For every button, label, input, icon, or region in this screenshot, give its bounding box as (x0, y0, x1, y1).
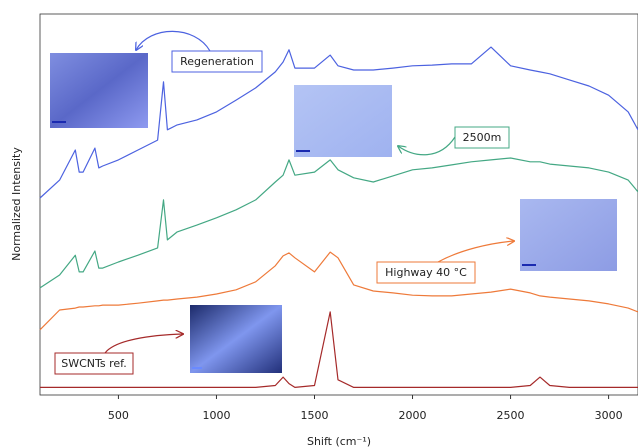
x-axis-label: Shift (cm⁻¹) (307, 435, 371, 448)
x-tick-label: 1000 (202, 409, 230, 422)
spectrum-line (39, 251, 638, 331)
x-tick-label: 2500 (497, 409, 525, 422)
spectrum-line (39, 46, 638, 199)
inset-image (520, 199, 617, 271)
x-tick-label: 1500 (300, 409, 328, 422)
inset-image (50, 53, 148, 128)
arrow (104, 334, 183, 354)
annotation-label: SWCNTs ref. (61, 357, 127, 370)
spectrum-line (40, 311, 638, 388)
x-tick-label: 3000 (595, 409, 623, 422)
insets (50, 53, 617, 373)
annotation-label: Highway 40 °C (385, 266, 467, 279)
spectrum-line (39, 157, 638, 289)
x-tick-label: 500 (108, 409, 129, 422)
annotation-box (376, 261, 476, 284)
y-axis-label: Normalized Intensity (10, 147, 23, 261)
arrow (136, 30, 211, 51)
scale-bar (522, 264, 536, 266)
inset-image (294, 85, 392, 157)
x-tick-label: 2000 (399, 409, 427, 422)
scale-bar (52, 121, 66, 123)
plot-frame (39, 13, 638, 396)
arrow (398, 136, 456, 156)
annotation-label: 2500m (463, 131, 502, 144)
scale-bar (192, 367, 202, 369)
annotation-box (454, 126, 510, 149)
annotation-label: Regeneration (180, 55, 254, 68)
annotation-box (54, 352, 134, 375)
scale-bar (296, 150, 310, 152)
annotation-box (171, 50, 263, 73)
inset-image (190, 305, 282, 373)
arrows (104, 30, 514, 354)
arrow (437, 241, 514, 263)
